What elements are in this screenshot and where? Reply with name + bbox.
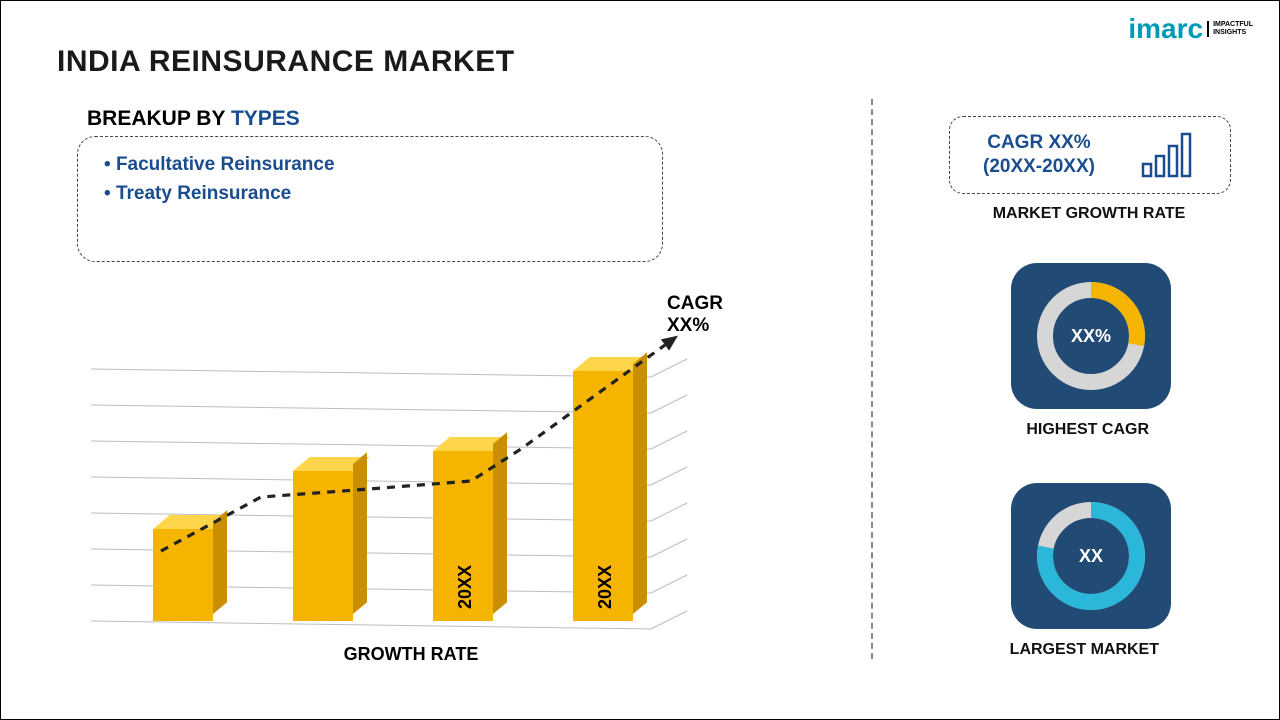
breakup-heading: BREAKUP BY TYPES — [87, 107, 300, 131]
breakup-highlight: TYPES — [231, 107, 300, 130]
label-growth-rate: MARKET GROWTH RATE — [971, 205, 1207, 223]
chart-x-axis-label: GROWTH RATE — [91, 644, 731, 665]
logo-wordmark: imarc — [1128, 13, 1203, 45]
page-title: INDIA REINSURANCE MARKET — [57, 45, 515, 79]
type-item: • Facultative Reinsurance — [104, 151, 636, 180]
tile-value: XX% — [1071, 326, 1111, 347]
logo-tag-1: IMPACTFUL — [1213, 21, 1253, 28]
type-item-label: Facultative Reinsurance — [116, 154, 335, 175]
label-largest-market: LARGEST MARKET — [1010, 641, 1159, 659]
type-item: • Treaty Reinsurance — [104, 180, 636, 209]
cagr-text: CAGR XX% (20XX-20XX) — [983, 131, 1095, 179]
cagr-line1: CAGR XX% — [987, 132, 1090, 153]
label-highest-cagr: HIGHEST CAGR — [1026, 421, 1149, 439]
growth-chart: 20XX 20XX CAGR XX% GROWTH RATE — [91, 301, 731, 661]
cagr-line2: (20XX-20XX) — [983, 156, 1095, 177]
type-item-label: Treaty Reinsurance — [116, 183, 291, 204]
types-box: • Facultative Reinsurance • Treaty Reins… — [77, 136, 663, 262]
trend-label: CAGR XX% — [667, 293, 731, 337]
tile-value: XX — [1079, 546, 1103, 567]
trend-line — [91, 301, 731, 661]
logo-tagline: IMPACTFUL INSIGHTS — [1207, 21, 1253, 36]
brand-logo: imarc IMPACTFUL INSIGHTS — [1128, 13, 1253, 45]
logo-tag-2: INSIGHTS — [1213, 29, 1246, 36]
breakup-prefix: BREAKUP BY — [87, 107, 231, 130]
tile-largest-market: XX — [1011, 483, 1171, 629]
vertical-divider — [871, 99, 873, 659]
cagr-box: CAGR XX% (20XX-20XX) — [949, 116, 1231, 194]
bars-icon — [1137, 130, 1197, 180]
tile-highest-cagr: XX% — [1011, 263, 1171, 409]
logo-text: imarc — [1128, 13, 1203, 44]
